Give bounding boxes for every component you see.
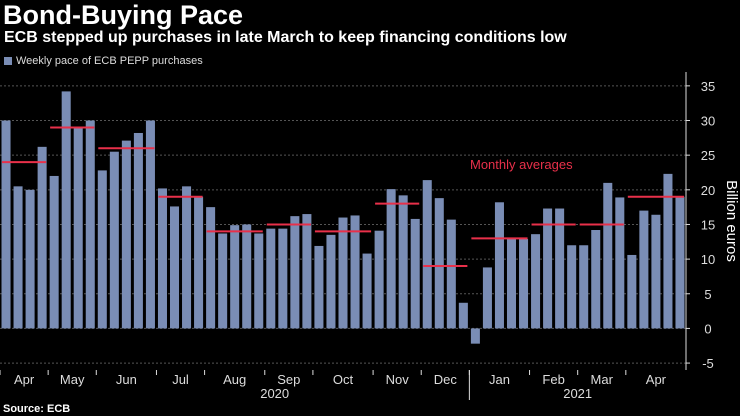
bar <box>338 217 348 329</box>
bar <box>302 214 312 329</box>
y-tick-label: 15 <box>701 217 715 232</box>
bar <box>555 208 565 329</box>
y-tick-label: -5 <box>702 356 714 371</box>
bar <box>182 186 192 329</box>
x-month-label: Apr <box>646 372 667 387</box>
legend: Weekly pace of ECB PEPP purchases <box>4 55 203 67</box>
bar <box>663 173 673 329</box>
bar <box>362 253 372 329</box>
bar <box>470 328 480 344</box>
x-month-label: Sep <box>277 372 300 387</box>
y-tick-label: 0 <box>704 321 711 336</box>
bar <box>109 151 119 329</box>
bar <box>254 233 264 329</box>
x-month-label: Jun <box>116 372 137 387</box>
bar <box>591 230 601 329</box>
annotation-monthly-averages: Monthly averages <box>470 157 573 172</box>
chart-title: Bond-Buying Pace <box>3 0 244 30</box>
bar <box>567 245 577 329</box>
y-tick-label: 20 <box>701 183 715 198</box>
y-tick-label: 35 <box>701 79 715 94</box>
bar <box>73 127 83 329</box>
x-month-label: Aug <box>223 372 246 387</box>
bar <box>85 120 95 329</box>
bar <box>145 120 155 329</box>
bar <box>157 188 167 329</box>
bar <box>603 182 613 329</box>
bar <box>314 245 324 329</box>
bar <box>579 245 589 329</box>
bar <box>639 210 649 329</box>
bar <box>230 225 240 329</box>
legend-swatch <box>4 57 12 65</box>
bar <box>651 214 661 329</box>
y-tick-label: 25 <box>701 148 715 163</box>
bar <box>194 196 204 329</box>
x-year-label: 2021 <box>563 386 592 401</box>
bar <box>97 170 107 329</box>
bar <box>121 140 131 329</box>
y-tick-label: 5 <box>704 287 711 302</box>
bar <box>615 197 625 329</box>
bar <box>206 207 216 329</box>
bar <box>61 91 71 329</box>
x-month-label: Oct <box>333 372 354 387</box>
x-month-label: Jan <box>489 372 510 387</box>
x-month-label: Apr <box>14 372 35 387</box>
bar <box>506 238 517 329</box>
bar <box>1 120 11 329</box>
bar <box>519 239 529 329</box>
bar <box>543 208 553 329</box>
bar <box>266 228 276 329</box>
bar <box>374 230 384 329</box>
source-note: Source: ECB <box>3 403 71 415</box>
x-month-label: Jul <box>172 372 189 387</box>
bar <box>169 206 180 329</box>
bar <box>675 196 685 329</box>
x-month-label: Mar <box>591 372 614 387</box>
bar <box>25 189 35 329</box>
y-tick-label: 10 <box>701 252 715 267</box>
bar <box>278 228 288 329</box>
x-month-label: Feb <box>542 372 564 387</box>
bar <box>290 216 300 329</box>
bar <box>398 195 408 329</box>
bar <box>49 175 59 329</box>
bar <box>242 224 252 329</box>
y-tick-label: 30 <box>701 114 715 129</box>
bar <box>13 186 23 329</box>
bar <box>386 189 396 329</box>
chart-subtitle: ECB stepped up purchases in late March t… <box>4 29 567 46</box>
bar <box>434 198 444 329</box>
bar <box>350 215 360 329</box>
bar <box>627 254 637 329</box>
y-axis-label: Billion euros <box>723 180 740 262</box>
x-year-label: 2020 <box>260 386 289 401</box>
bar <box>218 233 228 329</box>
bar <box>458 302 468 329</box>
bar <box>410 218 420 329</box>
bar <box>482 267 492 329</box>
bar <box>422 180 432 329</box>
x-month-label: Nov <box>386 372 410 387</box>
bar <box>326 234 336 329</box>
x-month-label: May <box>60 372 85 387</box>
bar <box>446 219 456 329</box>
x-month-label: Dec <box>434 372 458 387</box>
bar <box>494 202 504 329</box>
bar <box>37 146 47 329</box>
bar <box>133 132 143 329</box>
bar <box>531 234 541 329</box>
legend-label: Weekly pace of ECB PEPP purchases <box>16 55 203 67</box>
